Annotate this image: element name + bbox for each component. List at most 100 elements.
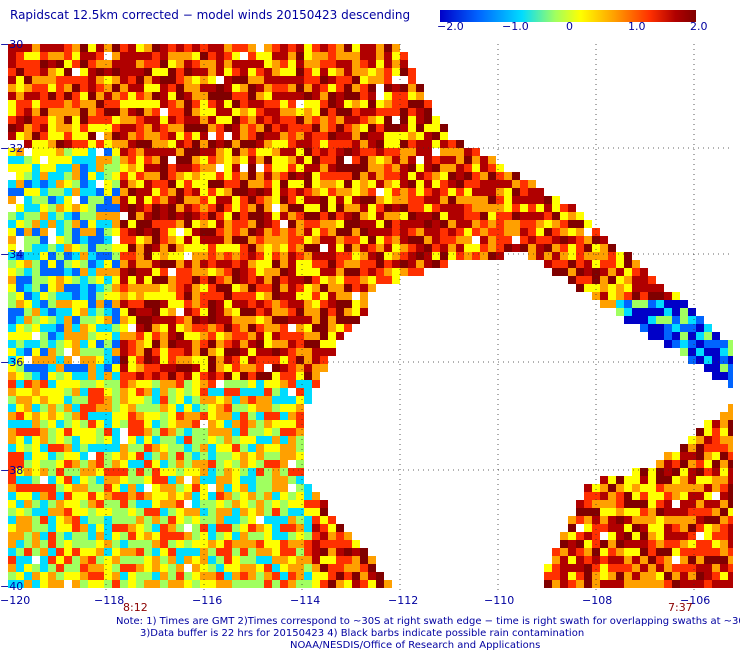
- swath-cell: [168, 60, 176, 68]
- swath-cell: [344, 548, 352, 556]
- swath-cell: [264, 356, 272, 364]
- swath-cell: [72, 156, 80, 164]
- swath-cell: [104, 372, 112, 380]
- swath-cell: [400, 108, 408, 116]
- swath-cell: [112, 492, 120, 500]
- swath-cell: [240, 548, 248, 556]
- swath-cell: [392, 60, 400, 68]
- swath-cell: [296, 52, 304, 60]
- swath-cell: [208, 284, 216, 292]
- swath-cell: [88, 292, 96, 300]
- swath-cell: [192, 116, 200, 124]
- swath-cell: [408, 92, 416, 100]
- swath-cell: [544, 236, 552, 244]
- swath-cell: [128, 412, 136, 420]
- swath-cell: [288, 236, 296, 244]
- swath-cell: [264, 444, 272, 452]
- swath-cell: [240, 452, 248, 460]
- swath-cell: [56, 44, 64, 52]
- swath-cell: [64, 92, 72, 100]
- swath-cell: [72, 540, 80, 548]
- swath-cell: [40, 316, 48, 324]
- swath-cell: [296, 364, 304, 372]
- swath-cell: [280, 444, 288, 452]
- swath-cell: [64, 452, 72, 460]
- swath-cell: [296, 556, 304, 564]
- swath-cell: [136, 332, 144, 340]
- swath-cell: [304, 140, 312, 148]
- swath-cell: [232, 140, 240, 148]
- swath-cell: [664, 476, 672, 484]
- swath-cell: [256, 164, 264, 172]
- swath-cell: [128, 388, 136, 396]
- swath-cell: [8, 500, 16, 508]
- swath-cell: [64, 308, 72, 316]
- swath-cell: [176, 380, 184, 388]
- swath-cell: [216, 388, 224, 396]
- swath-cell: [616, 556, 624, 564]
- swath-cell: [336, 188, 344, 196]
- swath-cell: [80, 332, 88, 340]
- swath-cell: [184, 348, 192, 356]
- swath-cell: [56, 436, 64, 444]
- swath-cell: [608, 532, 616, 540]
- swath-cell: [312, 268, 320, 276]
- swath-cell: [608, 484, 616, 492]
- swath-cell: [112, 180, 120, 188]
- swath-cell: [176, 284, 184, 292]
- swath-cell: [536, 204, 544, 212]
- swath-cell: [288, 548, 296, 556]
- swath-cell: [400, 268, 408, 276]
- swath-cell: [248, 452, 256, 460]
- swath-cell: [280, 156, 288, 164]
- swath-cell: [216, 108, 224, 116]
- swath-cell: [64, 188, 72, 196]
- swath-cell: [96, 452, 104, 460]
- swath-cell: [392, 140, 400, 148]
- swath-cell: [304, 276, 312, 284]
- swath-cell: [536, 196, 544, 204]
- swath-cell: [256, 540, 264, 548]
- swath-cell: [688, 452, 696, 460]
- swath-cell: [448, 236, 456, 244]
- swath-cell: [320, 316, 328, 324]
- swath-cell: [88, 52, 96, 60]
- swath-cell: [72, 116, 80, 124]
- swath-cell: [384, 260, 392, 268]
- swath-cell: [40, 532, 48, 540]
- swath-cell: [296, 468, 304, 476]
- swath-cell: [320, 540, 328, 548]
- swath-cell: [456, 196, 464, 204]
- swath-cell: [264, 148, 272, 156]
- swath-cell: [240, 428, 248, 436]
- swath-cell: [504, 244, 512, 252]
- swath-cell: [688, 484, 696, 492]
- swath-cell: [376, 236, 384, 244]
- swath-cell: [88, 212, 96, 220]
- swath-cell: [192, 68, 200, 76]
- swath-cell: [336, 276, 344, 284]
- swath-cell: [208, 396, 216, 404]
- swath-cell: [128, 180, 136, 188]
- swath-cell: [72, 260, 80, 268]
- swath-cell: [592, 548, 600, 556]
- swath-cell: [112, 404, 120, 412]
- swath-cell: [704, 444, 712, 452]
- swath-cell: [224, 204, 232, 212]
- swath-cell: [528, 236, 536, 244]
- swath-cell: [336, 44, 344, 52]
- swath-cell: [440, 164, 448, 172]
- swath-cell: [216, 220, 224, 228]
- swath-cell: [280, 540, 288, 548]
- swath-cell: [208, 420, 216, 428]
- swath-cell: [232, 164, 240, 172]
- swath-cell: [264, 564, 272, 572]
- swath-cell: [56, 492, 64, 500]
- swath-cell: [288, 92, 296, 100]
- swath-cell: [248, 484, 256, 492]
- swath-cell: [440, 188, 448, 196]
- swath-cell: [264, 492, 272, 500]
- swath-cell: [56, 332, 64, 340]
- swath-cell: [24, 156, 32, 164]
- swath-cell: [168, 260, 176, 268]
